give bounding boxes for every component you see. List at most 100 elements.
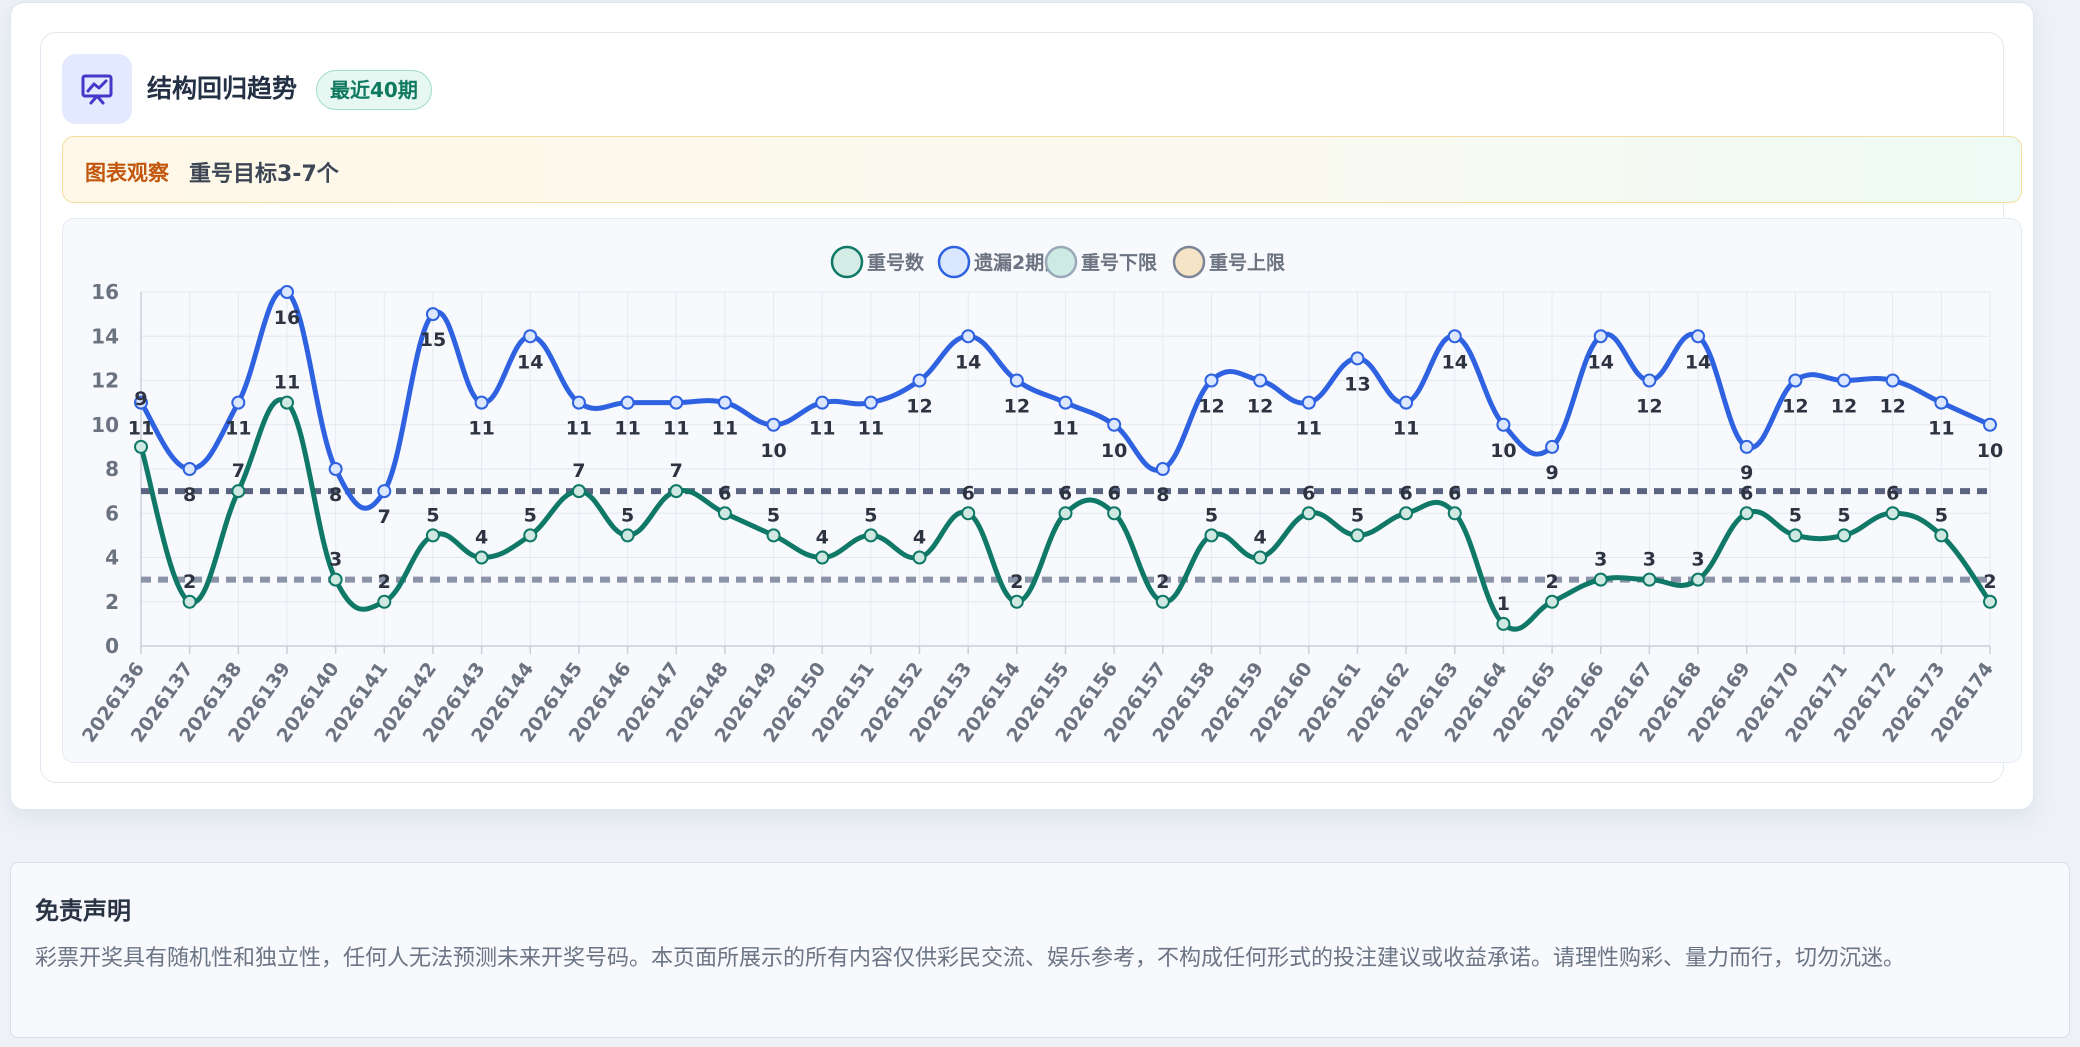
legend-label: 重号上限 [1209,252,1285,274]
missed-data-label: 9 [1740,462,1753,484]
repeat-point [231,484,246,499]
missed-point [1253,373,1268,388]
missed-data-label: 11 [1296,418,1322,440]
repeat-data-label: 5 [1837,504,1850,526]
repeat-point [425,528,440,543]
y-tick-label: 2 [105,590,119,614]
missed-point [1301,395,1316,410]
missed-data-label: 11 [225,418,251,440]
repeat-point [1350,528,1365,543]
repeat-point [717,506,732,521]
observation-label: 图表观察 [85,161,169,185]
repeat-point [1058,506,1073,521]
repeat-point [134,439,148,454]
repeat-data-label: 6 [1302,482,1315,504]
missed-data-label: 12 [1198,396,1224,418]
missed-data-label: 12 [906,396,932,418]
missed-data-label: 10 [1977,440,2003,462]
repeat-point [669,484,684,499]
repeat-data-label: 6 [1740,482,1753,504]
missed-point [1691,329,1706,344]
missed-data-label: 11 [1393,418,1419,440]
missed-point [669,395,684,410]
repeat-data-label: 2 [1983,571,1996,593]
repeat-data-label: 3 [1643,549,1656,571]
missed-point [1399,395,1414,410]
repeat-point [328,572,343,587]
repeat-data-label: 1 [1497,593,1510,615]
missed-data-label: 11 [858,418,884,440]
chart-card: 结构回归趋势 最近40期 图表观察 重号目标3-7个 0 2 4 6 8 10 12 14 16… [40,32,2022,783]
missed-data-label: 11 [1052,418,1078,440]
presentation-chart-icon [62,54,132,124]
repeat-point [1642,572,1657,587]
missed-point [328,462,343,476]
missed-point [134,395,148,410]
missed-point [1983,417,1997,432]
missed-point [1204,373,1219,388]
repeat-data-label: 4 [913,527,926,549]
missed-point [1788,373,1803,388]
legend-label: 重号下限 [1081,252,1157,274]
repeat-point [279,395,294,410]
missed-data-label: 11 [663,418,689,440]
missed-data-label: 11 [1928,418,1954,440]
missed-point [620,395,635,410]
repeat-point [1399,506,1414,521]
repeat-point [1107,506,1122,521]
y-tick-label: 6 [105,501,119,525]
missed-point [1837,373,1852,388]
repeat-point [1788,528,1803,543]
missed-data-label: 13 [1344,373,1370,395]
y-tick-label: 10 [91,413,119,437]
repeat-point [1934,528,1949,543]
legend-swatch [1044,245,1078,279]
repeat-data-label: 6 [718,482,731,504]
chart-panel: 0 2 4 6 8 10 12 14 16 2026136 2026137 2026138 202613… [62,218,2022,763]
repeat-point [1837,528,1852,543]
missed-data-label: 14 [955,351,981,373]
legend-swatch [1172,245,1206,279]
repeat-point [1447,506,1462,521]
missed-point [1593,329,1608,344]
missed-point [523,329,538,344]
repeat-data-label: 6 [1059,482,1072,504]
repeat-data-label: 5 [864,504,877,526]
repeat-point [912,550,927,565]
missed-data-label: 10 [1490,440,1516,462]
repeat-data-label: 4 [475,527,488,549]
legend-label: 遗漏2期内 [973,251,1063,274]
missed-data-label: 15 [420,329,446,351]
missed-data-label: 11 [566,418,592,440]
repeat-point [1496,616,1511,631]
repeat-point [1593,572,1608,587]
missed-point [1642,373,1657,388]
repeat-data-label: 5 [621,504,634,526]
observation-text: 重号目标3-7个 [189,162,339,187]
repeat-point [182,594,197,609]
repeat-data-label: 2 [1545,571,1558,593]
missed-data-label: 14 [517,351,543,373]
missed-data-label: 9 [1545,462,1558,484]
missed-point [1155,462,1170,476]
missed-data-label: 11 [614,418,640,440]
legend-swatch [830,245,864,279]
missed-data-label: 10 [760,440,786,462]
missed-point [1496,417,1511,432]
trend-section: 结构回归趋势 最近40期 图表观察 重号目标3-7个 0 2 4 6 8 10 12 14 16… [10,2,2034,810]
repeat-data-label: 2 [1156,571,1169,593]
repeat-point [1885,506,1900,521]
missed-point [1885,373,1900,388]
repeat-data-label: 6 [1448,482,1461,504]
repeat-data-label: 2 [378,571,391,593]
repeat-data-label: 5 [1205,504,1218,526]
repeat-data-label: 3 [1691,549,1704,571]
y-tick-label: 4 [105,546,119,570]
y-tick-label: 16 [91,280,119,304]
missed-point [912,373,927,388]
missed-point [1545,439,1560,454]
missed-point [1447,329,1462,344]
repeat-point [961,506,976,521]
repeat-data-label: 3 [1594,549,1607,571]
repeat-point [1739,506,1754,521]
